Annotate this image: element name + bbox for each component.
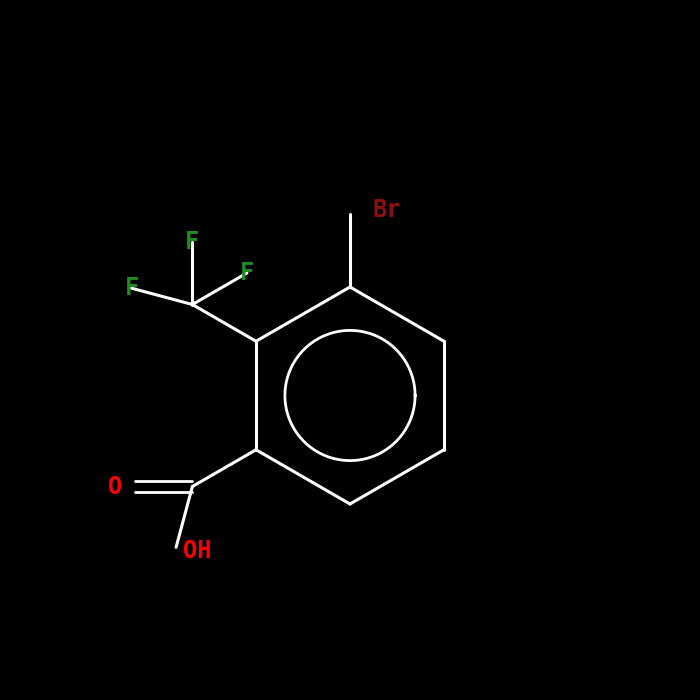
Text: OH: OH [183,539,211,563]
Text: F: F [240,261,254,285]
Text: F: F [186,230,199,253]
Text: O: O [108,475,122,498]
Text: Br: Br [372,198,400,222]
Text: F: F [125,276,139,300]
